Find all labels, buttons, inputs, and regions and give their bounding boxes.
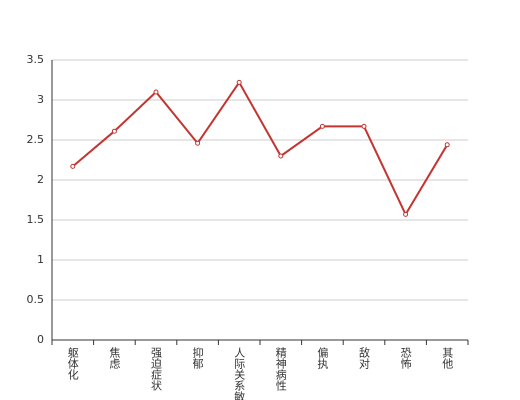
- y-tick-label: 1: [37, 253, 44, 266]
- point: [111, 128, 117, 134]
- point: [236, 79, 242, 85]
- y-tick-label: 3.5: [27, 53, 45, 66]
- y-tick-label: 2: [37, 173, 44, 186]
- x-tick-label: 躯体化: [66, 347, 79, 381]
- x-tick-label: 其他: [441, 347, 454, 369]
- point: [70, 163, 76, 169]
- x-tick-label: 偏执: [316, 346, 329, 370]
- x-tick-label: 精神病性: [274, 347, 287, 392]
- point: [153, 89, 159, 95]
- point: [361, 123, 367, 129]
- x-tick-label: 人际关系敏感: [233, 347, 246, 400]
- x-tick-label: 强迫症状: [150, 347, 163, 391]
- y-tick-label: 3: [37, 93, 44, 106]
- x-tick-label: 焦虑: [108, 347, 121, 369]
- x-tick-label: 敌对: [358, 346, 371, 369]
- x-tick-label: 抑郁: [191, 346, 204, 369]
- y-tick-label: 0: [37, 333, 44, 346]
- x-tick-label: 恐怖: [399, 347, 412, 369]
- point: [319, 123, 325, 129]
- y-tick-label: 2.5: [27, 133, 45, 146]
- point: [195, 140, 201, 146]
- point: [444, 142, 450, 148]
- point: [403, 211, 409, 217]
- line: [72, 80, 449, 217]
- point: [278, 153, 284, 159]
- y-tick-label: 1.5: [27, 213, 45, 226]
- y-tick-label: 0.5: [27, 293, 45, 306]
